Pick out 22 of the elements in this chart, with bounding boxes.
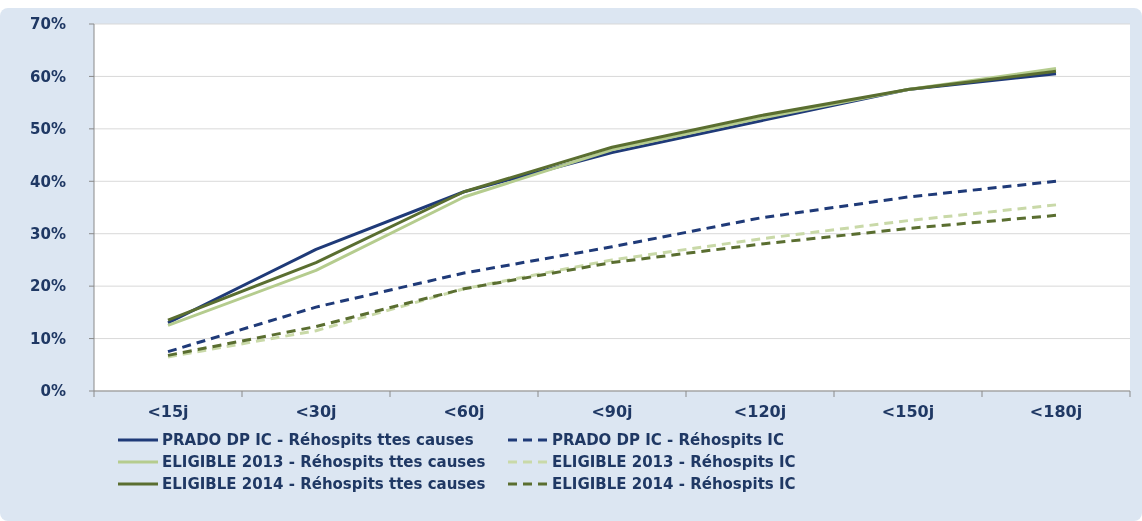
legend-label: ELIGIBLE 2013 - Réhospits ttes causes bbox=[162, 453, 486, 472]
x-tick-label: <120j bbox=[733, 402, 787, 421]
line-series bbox=[166, 179, 1058, 354]
legend-label: ELIGIBLE 2014 - Réhospits IC bbox=[552, 475, 796, 494]
y-tick-label: 10% bbox=[30, 329, 66, 348]
legend-label: ELIGIBLE 2013 - Réhospits IC bbox=[552, 453, 796, 472]
y-tick-label: 50% bbox=[30, 120, 66, 139]
legend-label: PRADO DP IC - Réhospits ttes causes bbox=[162, 431, 474, 450]
x-tick-label: <30j bbox=[295, 402, 337, 421]
y-tick-label: 40% bbox=[30, 172, 66, 191]
y-tick-label: 0% bbox=[40, 382, 66, 401]
legend-label: PRADO DP IC - Réhospits IC bbox=[552, 431, 784, 450]
legend-label: ELIGIBLE 2014 - Réhospits ttes causes bbox=[162, 475, 486, 494]
x-tick-label: <60j bbox=[443, 402, 485, 421]
y-tick-label: 60% bbox=[30, 67, 66, 86]
y-tick-label: 30% bbox=[30, 224, 66, 243]
y-tick-label: 20% bbox=[30, 277, 66, 296]
x-tick-label: <90j bbox=[591, 402, 633, 421]
x-tick-label: <15j bbox=[147, 402, 189, 421]
x-tick-label: <150j bbox=[881, 402, 935, 421]
y-tick-label: 70% bbox=[30, 15, 66, 34]
x-tick-label: <180j bbox=[1029, 402, 1083, 421]
